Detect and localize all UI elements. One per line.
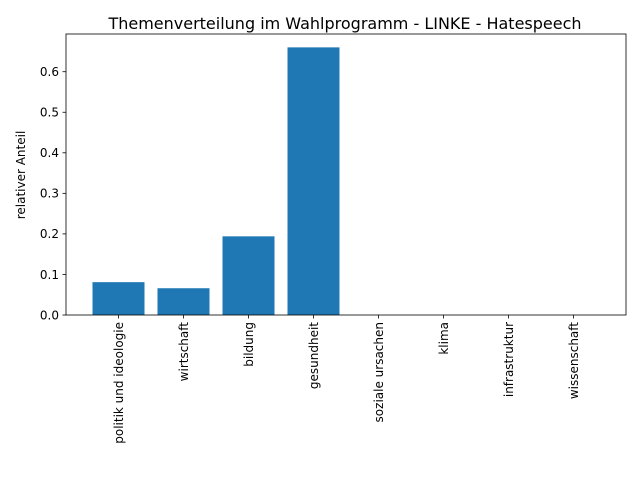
x-tick-label-3: gesundheit: [307, 322, 321, 389]
y-tick-label-5: 0.5: [40, 106, 59, 120]
y-tick-label-6: 0.6: [40, 65, 59, 79]
x-tick-label-1: wirtschaft: [177, 322, 191, 382]
x-tick-label-4: soziale ursachen: [372, 322, 386, 422]
y-axis-label: relativer Anteil: [14, 131, 28, 220]
y-tick-label-0: 0.0: [40, 308, 59, 322]
x-tick-label-2: bildung: [242, 322, 256, 367]
plot-frame: [65, 33, 627, 316]
y-tick-label-3: 0.3: [40, 187, 59, 201]
x-tick-label-7: wissenschaft: [567, 322, 581, 399]
x-tick-label-0: politik und ideologie: [112, 322, 126, 444]
y-tick-label-2: 0.2: [40, 227, 59, 241]
bar-3: [287, 47, 340, 315]
y-tick-label-4: 0.4: [40, 146, 59, 160]
chart-title: Themenverteilung im Wahlprogramm - LINKE…: [107, 14, 581, 33]
x-tick-label-5: klima: [437, 322, 451, 355]
bar-0: [92, 282, 145, 315]
y-tick-label-1: 0.1: [40, 268, 59, 282]
bar-1: [157, 288, 210, 315]
plot-area: 0.0 0.1 0.2 0.3 0.4 0.5 0.6 politik und ideolog…: [40, 33, 627, 444]
bar-2: [222, 236, 275, 315]
x-tick-label-6: infrastruktur: [502, 322, 516, 397]
